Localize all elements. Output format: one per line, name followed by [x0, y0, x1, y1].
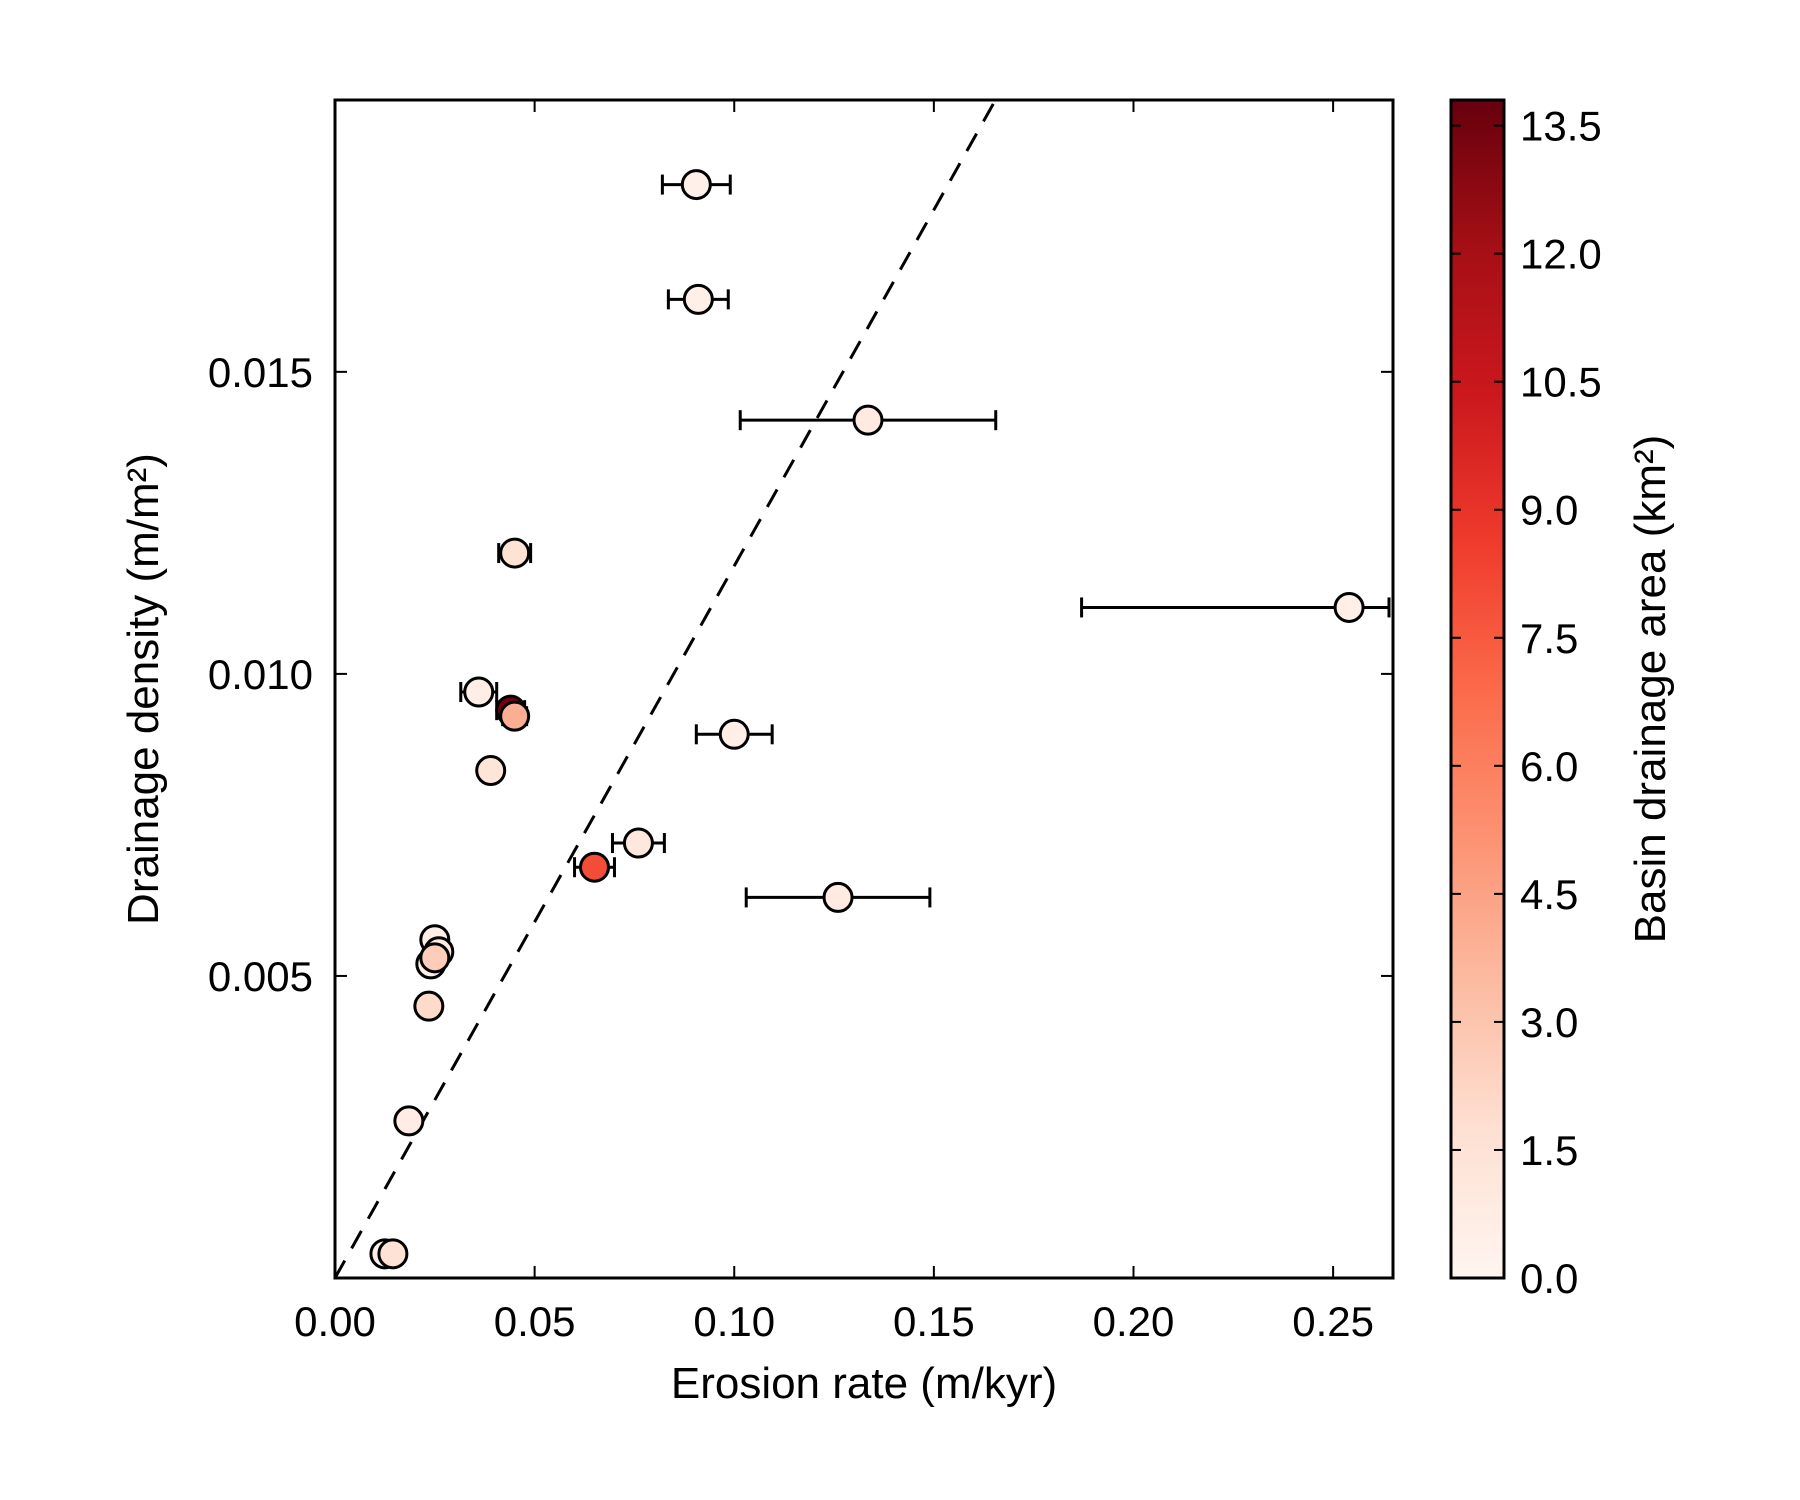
- y-tick-label: 0.005: [208, 953, 313, 1000]
- data-point-layer: [369, 169, 1365, 1270]
- data-point: [463, 676, 495, 708]
- plot-frame: [333, 98, 1395, 1280]
- data-point: [499, 700, 531, 732]
- data-point: [1333, 591, 1365, 623]
- colorbar-tick-label: 6.0: [1520, 743, 1578, 790]
- colorbar-tick-label: 10.5: [1520, 359, 1602, 406]
- y-axis-label: Drainage density (m/m²): [119, 453, 168, 925]
- data-point: [718, 718, 750, 750]
- data-point: [413, 990, 445, 1022]
- colorbar-tick-label: 7.5: [1520, 615, 1578, 662]
- data-point: [680, 169, 712, 201]
- fit-line-layer: [335, 102, 996, 1278]
- data-point: [475, 755, 507, 787]
- y-axis-ticks: 0.005 0.010 0.015: [208, 349, 1393, 1000]
- x-tick-label: 0.00: [294, 1298, 376, 1345]
- colorbar-tick-label: 9.0: [1520, 487, 1578, 534]
- data-point: [419, 942, 451, 974]
- fit-line: [335, 102, 996, 1278]
- data-point: [579, 851, 611, 883]
- colorbar-ticks: 0.0 1.5 3.0 4.5 6.0 7.5 9.0 10.5 12.0 13.5: [1451, 103, 1602, 1302]
- x-tick-label: 0.10: [693, 1298, 775, 1345]
- x-tick-label: 0.05: [494, 1298, 576, 1345]
- x-axis-ticks: 0.00 0.05 0.10 0.15 0.20 0.25: [294, 100, 1374, 1345]
- data-point: [377, 1238, 409, 1270]
- y-tick-label: 0.015: [208, 349, 313, 396]
- colorbar-tick-label: 0.0: [1520, 1255, 1578, 1302]
- colorbar-tick-label: 12.0: [1520, 231, 1602, 278]
- data-point: [622, 827, 654, 859]
- data-point: [393, 1105, 425, 1137]
- colorbar-tick-label: 13.5: [1520, 103, 1602, 150]
- colorbar-tick-label: 4.5: [1520, 871, 1578, 918]
- colorbar-gradient: [1449, 98, 1506, 1280]
- error-bar-layer: [459, 174, 1391, 908]
- x-tick-label: 0.25: [1292, 1298, 1374, 1345]
- colorbar-tick-label: 3.0: [1520, 999, 1578, 1046]
- data-point: [682, 283, 714, 315]
- colorbar-tick-label: 1.5: [1520, 1127, 1578, 1174]
- x-tick-label: 0.15: [893, 1298, 975, 1345]
- x-axis-label: Erosion rate (m/kyr): [671, 1359, 1057, 1408]
- data-point: [852, 404, 884, 436]
- data-point: [499, 537, 531, 569]
- data-point: [822, 881, 854, 913]
- x-tick-label: 0.20: [1093, 1298, 1175, 1345]
- y-tick-label: 0.010: [208, 651, 313, 698]
- colorbar-label: Basin drainage area (km²): [1626, 435, 1675, 944]
